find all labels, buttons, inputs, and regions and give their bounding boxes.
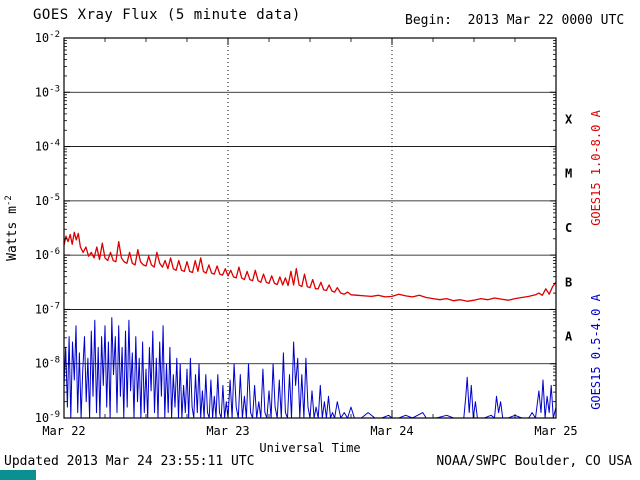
x-axis-title: Universal Time	[259, 441, 360, 455]
series-line	[64, 231, 556, 302]
source-attribution: NOAA/SWPC Boulder, CO USA	[436, 454, 632, 469]
x-tick-label: Mar 24	[370, 424, 413, 438]
x-tick-label: Mar 25	[534, 424, 577, 438]
y-axis-title: Watts m-2	[4, 195, 20, 261]
y-tick-label: 10-5	[35, 193, 60, 208]
y-tick-label: 10-2	[35, 30, 60, 45]
channel-legend-label: GOES15 1.0-8.0 A	[589, 109, 603, 225]
flare-class-label: B	[565, 275, 572, 289]
chart-title: GOES Xray Flux (5 minute data)	[33, 7, 301, 23]
begin-timestamp-label: Begin: 2013 Mar 22 0000 UTC	[405, 13, 625, 28]
day-boundary-gridlines	[227, 38, 393, 418]
y-tick-label: 10-4	[35, 139, 60, 154]
decade-gridlines	[64, 37, 556, 419]
x-tick-label: Mar 22	[42, 424, 85, 438]
y-tick-label: 10-6	[35, 247, 60, 262]
series-line	[64, 317, 556, 418]
channel-legend-label: GOES15 0.5-4.0 A	[589, 293, 603, 409]
flare-class-label: M	[565, 167, 572, 181]
corner-tag	[0, 470, 36, 480]
flare-class-label: X	[565, 112, 573, 126]
flare-class-label: A	[565, 330, 573, 344]
y-tick-label: 10-7	[35, 301, 60, 316]
flare-class-label: C	[565, 221, 572, 235]
updated-timestamp: Updated 2013 Mar 24 23:55:11 UTC	[4, 454, 255, 469]
y-tick-label: 10-9	[35, 410, 60, 425]
y-tick-label: 10-8	[35, 356, 60, 371]
plot-frame	[63, 37, 557, 419]
y-tick-label: 10-3	[35, 84, 60, 99]
axis-ticks	[63, 37, 557, 419]
x-tick-label: Mar 23	[206, 424, 249, 438]
